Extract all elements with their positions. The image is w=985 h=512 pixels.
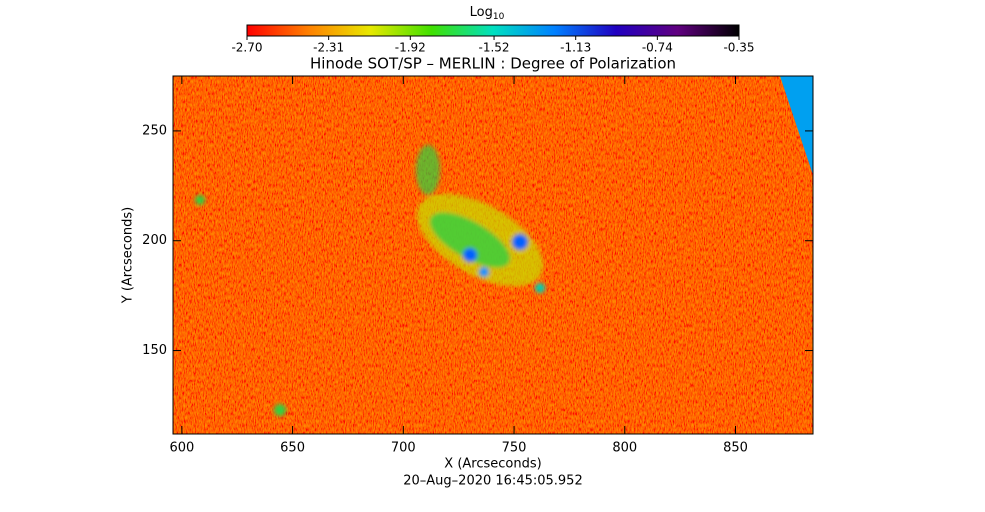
colorbar-tick-label: -0.74 [642, 41, 673, 55]
colorbar-tick-label: -2.31 [313, 41, 344, 55]
x-tick-label: 850 [723, 441, 748, 456]
y-axis-label: Y (Arcseconds) [121, 207, 136, 304]
y-tick-label: 200 [142, 233, 167, 248]
x-tick-label: 600 [169, 441, 194, 456]
footer-timestamp: 20–Aug–2020 16:45:05.952 [403, 474, 582, 489]
y-tick-label: 250 [142, 123, 167, 138]
colorbar-label-sub: 10 [493, 12, 505, 22]
x-tick-label: 750 [502, 441, 527, 456]
plot-frame [172, 75, 814, 435]
colorbar-tick-label: -1.13 [560, 41, 591, 55]
colorbar-tick-label: -1.92 [395, 41, 426, 55]
chart-title: Hinode SOT/SP – MERLIN : Degree of Polar… [310, 55, 676, 73]
colorbar-label: Log10 [470, 5, 505, 22]
colorbar-label-text: Log [470, 5, 493, 20]
x-tick-label: 650 [280, 441, 305, 456]
x-tick-label: 700 [391, 441, 416, 456]
colorbar-tick-label: -2.70 [231, 41, 262, 55]
y-tick-label: 150 [142, 343, 167, 358]
colorbar-tick-label: -1.52 [479, 41, 510, 55]
x-tick-label: 800 [612, 441, 637, 456]
x-axis-label: X (Arcseconds) [444, 457, 541, 472]
colorbar-tick-label: -0.35 [723, 41, 754, 55]
solar-image [173, 76, 813, 434]
colorbar [246, 24, 740, 37]
